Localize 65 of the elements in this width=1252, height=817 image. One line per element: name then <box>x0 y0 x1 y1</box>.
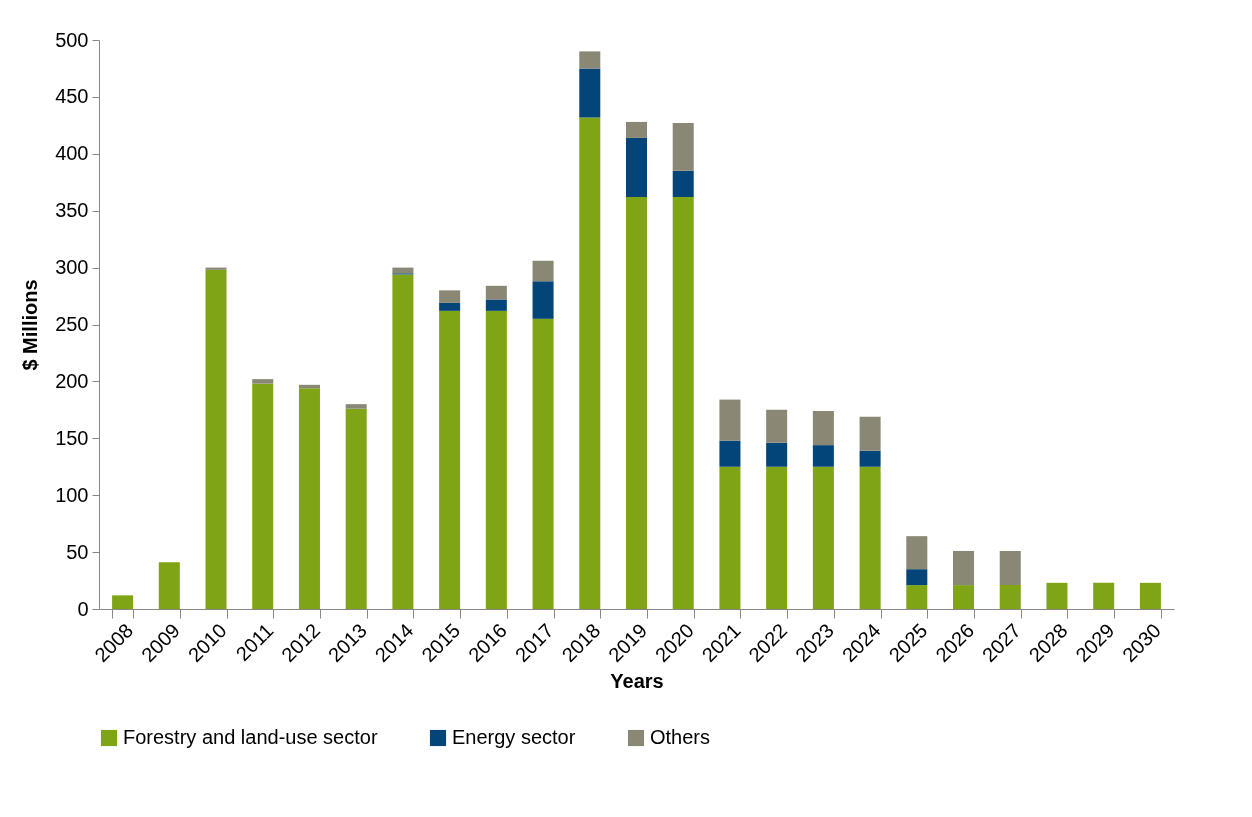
bar <box>485 285 507 300</box>
y-tick-label: 200 <box>55 369 89 392</box>
bar <box>579 68 601 118</box>
bar <box>859 466 881 609</box>
bar <box>298 388 320 609</box>
y-tick-label: 250 <box>55 313 89 335</box>
bar <box>252 383 274 609</box>
bar <box>205 269 227 609</box>
bar <box>579 51 601 69</box>
legend-label: Forestry and land-use sector <box>123 726 378 748</box>
bar <box>812 466 834 609</box>
legend-label: Energy sector <box>452 726 576 748</box>
bar <box>485 299 507 311</box>
bar <box>766 442 788 467</box>
bar <box>112 595 134 609</box>
bar <box>672 197 694 609</box>
y-tick-label: 450 <box>55 85 89 108</box>
bar <box>906 536 928 570</box>
bar <box>906 569 928 586</box>
bar <box>672 170 694 198</box>
y-tick-label: 500 <box>55 28 89 51</box>
bar <box>766 466 788 609</box>
bar <box>532 318 554 609</box>
bar <box>532 260 554 282</box>
bar <box>532 281 554 319</box>
bar <box>719 466 741 609</box>
y-tick-label: 150 <box>55 426 89 449</box>
bar <box>252 379 274 384</box>
bar <box>1139 582 1161 609</box>
bar <box>953 550 975 586</box>
bar <box>392 274 414 609</box>
bar <box>625 121 648 138</box>
y-tick-label: 300 <box>55 256 89 279</box>
bar <box>345 408 367 609</box>
bar <box>439 310 461 609</box>
y-tick-label: 50 <box>66 540 89 563</box>
y-axis-title: $ Millions <box>19 279 42 371</box>
bar <box>812 445 834 467</box>
bar <box>719 399 741 441</box>
x-axis-title: Years <box>610 670 664 693</box>
bar <box>859 450 881 467</box>
bar <box>439 290 461 303</box>
y-tick-label: 400 <box>55 142 89 165</box>
bar <box>625 137 648 198</box>
bar <box>999 550 1021 586</box>
bar <box>485 310 507 609</box>
bar <box>906 585 928 609</box>
legend-label: Others <box>650 726 711 748</box>
bar <box>439 302 461 311</box>
bar <box>579 117 601 609</box>
bar <box>766 409 788 443</box>
bar <box>999 585 1021 609</box>
y-tick-label: 100 <box>55 483 89 506</box>
y-tick-label: 350 <box>55 199 89 222</box>
bar <box>812 410 834 446</box>
bar <box>859 416 881 451</box>
bar <box>158 562 180 609</box>
bar <box>719 440 741 467</box>
bar <box>1093 582 1115 609</box>
bar <box>672 123 694 171</box>
bar <box>345 404 367 409</box>
bar <box>1046 582 1068 609</box>
bar <box>953 585 975 609</box>
y-tick-label: 0 <box>77 597 89 620</box>
bar <box>625 197 648 609</box>
